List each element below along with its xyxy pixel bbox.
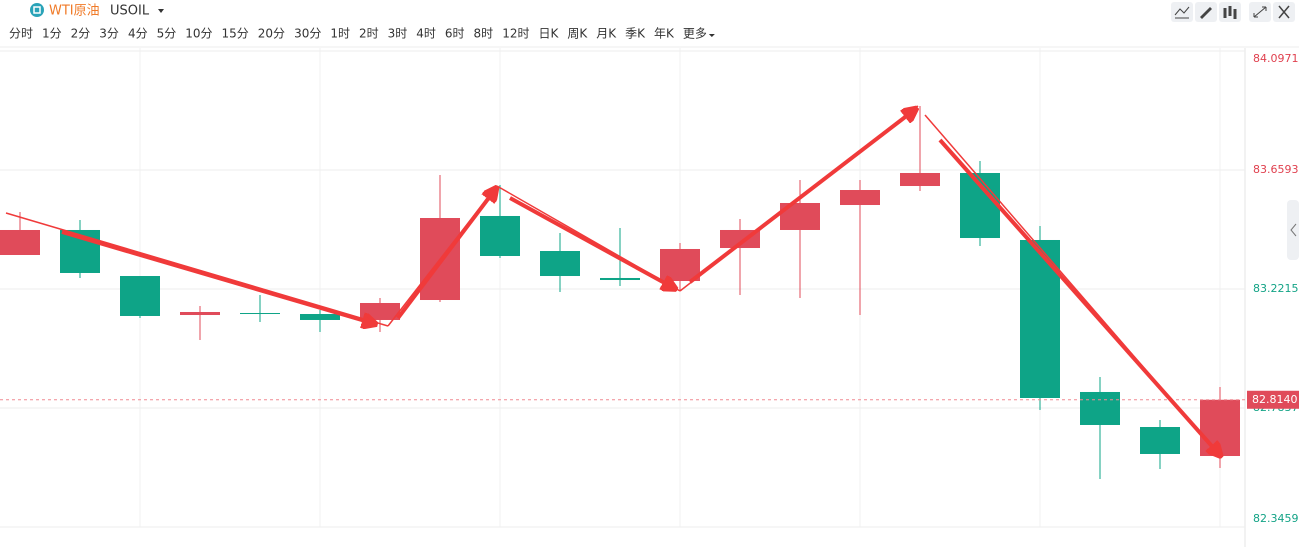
tool-icon bbox=[1223, 6, 1237, 19]
symbol-icon bbox=[30, 3, 44, 17]
timeframe-button[interactable]: 15分 bbox=[222, 27, 249, 41]
y-tick-label: 83.6593 bbox=[1253, 163, 1299, 176]
candle-body bbox=[900, 172, 940, 187]
timeframe-button[interactable]: 12时 bbox=[502, 27, 529, 41]
candle-body bbox=[840, 190, 880, 206]
timeframe-button[interactable]: 3分 bbox=[99, 27, 119, 41]
tool-icon bbox=[1200, 7, 1212, 19]
current-price-box bbox=[1247, 390, 1299, 409]
tool-buttons bbox=[1171, 2, 1295, 22]
candle-body bbox=[1200, 399, 1240, 457]
tool-button[interactable] bbox=[1171, 2, 1193, 22]
timeframe-button[interactable]: 日K bbox=[538, 27, 559, 41]
timeframe-button[interactable]: 3时 bbox=[388, 27, 408, 41]
more-caret bbox=[708, 34, 715, 37]
symbol-code[interactable]: USOIL bbox=[110, 4, 150, 19]
timeframe-button[interactable]: 4分 bbox=[128, 27, 148, 41]
timeframe-button[interactable]: 10分 bbox=[185, 27, 212, 41]
timeframe-button[interactable]: 周K bbox=[567, 27, 588, 41]
y-tick-label: 82.3459 bbox=[1253, 512, 1299, 525]
timeframe-button[interactable]: 年K bbox=[654, 27, 675, 41]
tool-icon bbox=[1253, 6, 1267, 18]
annotation-arrows bbox=[5, 106, 1222, 458]
tool-icon bbox=[1278, 5, 1290, 19]
candle-body bbox=[540, 251, 580, 277]
symbol-name[interactable]: WTI原油 bbox=[49, 4, 100, 19]
candle-body bbox=[300, 314, 340, 320]
current-price-label: 82.8140 bbox=[1252, 393, 1298, 406]
candle-body bbox=[180, 311, 220, 316]
timeframe-button[interactable]: 20分 bbox=[258, 27, 285, 41]
timeframe-button[interactable]: 月K bbox=[596, 27, 617, 41]
timeframe-button[interactable]: 8时 bbox=[474, 27, 494, 41]
timeframe-button[interactable]: 4时 bbox=[416, 27, 436, 41]
tool-icon bbox=[1174, 6, 1190, 19]
dropdown-caret[interactable] bbox=[158, 9, 164, 13]
timeframe-button[interactable]: 1分 bbox=[42, 27, 62, 41]
y-tick-label: 83.2215 bbox=[1253, 282, 1299, 295]
timeframe-button[interactable]: 6时 bbox=[445, 27, 465, 41]
timeframe-button[interactable]: 30分 bbox=[294, 27, 321, 41]
timeframe-bar: 分时 1分 2分 3分 4分 5分 10分 15分 20分 30分 1时 2时 3时 4时 6时 8时 12时日… bbox=[9, 27, 715, 41]
candle-body bbox=[1080, 391, 1120, 425]
candle-body bbox=[240, 313, 280, 315]
candle-body bbox=[120, 276, 160, 316]
plot: 84.097183.659383.221582.783782.345982.81… bbox=[0, 50, 1299, 528]
timeframe-button[interactable]: 季K bbox=[625, 27, 646, 41]
candle-body bbox=[1140, 426, 1180, 454]
timeframe-button[interactable]: 1时 bbox=[330, 27, 350, 41]
candle-body bbox=[0, 229, 40, 255]
symbol-icon-glyph bbox=[33, 6, 41, 14]
candle-body bbox=[600, 277, 640, 281]
side-handle[interactable] bbox=[1287, 200, 1299, 260]
candle-body bbox=[660, 248, 700, 282]
timeframe-button[interactable]: 2分 bbox=[71, 27, 91, 41]
timeframe-button[interactable]: 5分 bbox=[157, 27, 177, 41]
candle-body bbox=[480, 215, 520, 257]
timeframe-button[interactable]: 分时 bbox=[9, 27, 33, 41]
y-tick-label: 84.0971 bbox=[1253, 52, 1299, 65]
timeframe-button[interactable]: 更多 bbox=[683, 27, 707, 41]
timeframe-button[interactable]: 2时 bbox=[359, 27, 379, 41]
side-handle-icon bbox=[1290, 223, 1297, 237]
